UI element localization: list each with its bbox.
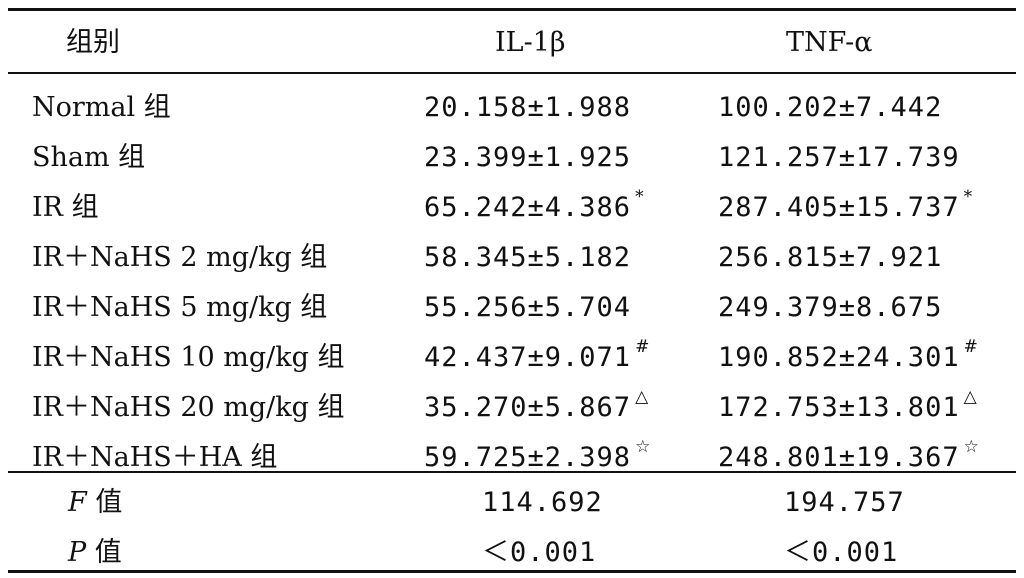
stat-value: 194.757	[784, 487, 905, 518]
stat-label: P 值	[68, 528, 122, 578]
cell-il1b-value: 35.270±5.867	[424, 392, 632, 423]
cell-tnfa: 256.815±7.921	[718, 233, 1016, 283]
cell-il1b-value: 42.437±9.071	[424, 342, 632, 373]
significance-mark: ☆	[963, 437, 979, 457]
stat-tnfa-value: 194.757	[784, 478, 1024, 528]
table-row: IR＋NaHS＋HA 组 59.725±2.398 ☆ 248.801±19.367 ☆	[8, 433, 1016, 483]
cell-il1b: 65.242±4.386 *	[424, 183, 714, 233]
table-header-row: 组别 IL-1β TNF-α	[8, 18, 1016, 68]
header-group: 组别	[66, 27, 120, 58]
stat-il1b-value: 114.692	[482, 478, 772, 528]
stat-value: 114.692	[482, 487, 603, 518]
header-il1b: IL-1β	[495, 27, 566, 58]
significance-mark: △	[963, 387, 977, 407]
significance-mark: *	[635, 187, 644, 207]
cell-il1b-value: 58.345±5.182	[424, 242, 632, 273]
table-row: Sham 组 23.399±1.925 121.257±17.739	[8, 133, 1016, 183]
cell-il1b: 23.399±1.925	[424, 133, 714, 183]
cell-group: IR＋NaHS 20 mg/kg 组	[32, 392, 345, 423]
cell-tnfa-value: 249.379±8.675	[718, 292, 943, 323]
stat-symbol: F	[68, 487, 87, 518]
cell-group: IR＋NaHS 5 mg/kg 组	[32, 292, 328, 323]
results-table: 组别 IL-1β TNF-α Normal 组 20.158±1.988 100.2…	[8, 8, 1016, 573]
stat-row: P 值 ＜0.001 ＜0.001	[8, 528, 1016, 578]
cell-tnfa-value: 172.753±13.801	[718, 392, 960, 423]
table-stats-rule	[8, 471, 1016, 473]
cell-tnfa-value: 121.257±17.739	[718, 142, 960, 173]
table-top-rule	[8, 8, 1016, 11]
cell-tnfa: 248.801±19.367 ☆	[718, 433, 1016, 483]
cell-tnfa: 121.257±17.739	[718, 133, 1016, 183]
cell-group: IR＋NaHS 2 mg/kg 组	[32, 242, 328, 273]
cell-tnfa-value: 287.405±15.737	[718, 192, 960, 223]
table-row: Normal 组 20.158±1.988 100.202±7.442	[8, 83, 1016, 133]
cell-tnfa-value: 100.202±7.442	[718, 92, 943, 123]
table-row: IR＋NaHS 5 mg/kg 组 55.256±5.704 249.379±8.6…	[8, 283, 1016, 333]
cell-il1b-value: 55.256±5.704	[424, 292, 632, 323]
stat-il1b-value: ＜0.001	[482, 528, 772, 578]
cell-tnfa-value: 248.801±19.367	[718, 442, 960, 473]
cell-tnfa: 287.405±15.737 *	[718, 183, 1016, 233]
cell-il1b-value: 23.399±1.925	[424, 142, 632, 173]
cell-group: IR 组	[32, 192, 99, 223]
cell-tnfa: 249.379±8.675	[718, 283, 1016, 333]
table-row: IR＋NaHS 20 mg/kg 组 35.270±5.867 △ 172.753±1…	[8, 383, 1016, 433]
cell-il1b: 59.725±2.398 ☆	[424, 433, 714, 483]
significance-mark: ☆	[635, 437, 651, 457]
table-bottom-rule	[8, 570, 1016, 573]
cell-group: Sham 组	[32, 142, 146, 173]
significance-mark: #	[635, 337, 650, 357]
table-header-rule	[8, 72, 1016, 74]
cell-group: Normal 组	[32, 92, 171, 123]
stat-tnfa-value: ＜0.001	[784, 528, 1024, 578]
header-tnfa: TNF-α	[786, 27, 873, 58]
stat-label: F 值	[68, 478, 122, 528]
cell-il1b: 55.256±5.704	[424, 283, 714, 333]
cell-group: IR＋NaHS 10 mg/kg 组	[32, 342, 345, 373]
cell-tnfa: 190.852±24.301 #	[718, 333, 1016, 383]
cell-tnfa: 172.753±13.801 △	[718, 383, 1016, 433]
stat-value: ＜0.001	[784, 537, 899, 568]
stat-suffix: 值	[95, 487, 123, 518]
stat-value: ＜0.001	[482, 537, 597, 568]
table-row: IR＋NaHS 10 mg/kg 组 42.437±9.071 #190.852±2…	[8, 333, 1016, 383]
cell-il1b-value: 65.242±4.386	[424, 192, 632, 223]
table-row: IR 组 65.242±4.386 * 287.405±15.737 *	[8, 183, 1016, 233]
cell-tnfa: 100.202±7.442	[718, 83, 1016, 133]
significance-mark: #	[963, 337, 978, 357]
stat-symbol: P	[68, 537, 87, 568]
table-row: IR＋NaHS 2 mg/kg 组 58.345±5.182 256.815±7.9…	[8, 233, 1016, 283]
cell-il1b: 35.270±5.867 △	[424, 383, 714, 433]
cell-il1b: 20.158±1.988	[424, 83, 714, 133]
cell-group: IR＋NaHS＋HA 组	[32, 442, 278, 473]
cell-il1b: 42.437±9.071 #	[424, 333, 714, 383]
cell-il1b-value: 20.158±1.988	[424, 92, 632, 123]
significance-mark: *	[963, 187, 973, 207]
stat-suffix: 值	[94, 537, 122, 568]
cell-tnfa-value: 256.815±7.921	[718, 242, 943, 273]
stat-row: F 值 114.692 194.757	[8, 478, 1016, 528]
cell-il1b-value: 59.725±2.398	[424, 442, 632, 473]
cell-il1b: 58.345±5.182	[424, 233, 714, 283]
cell-tnfa-value: 190.852±24.301	[718, 342, 960, 373]
significance-mark: △	[635, 387, 649, 407]
